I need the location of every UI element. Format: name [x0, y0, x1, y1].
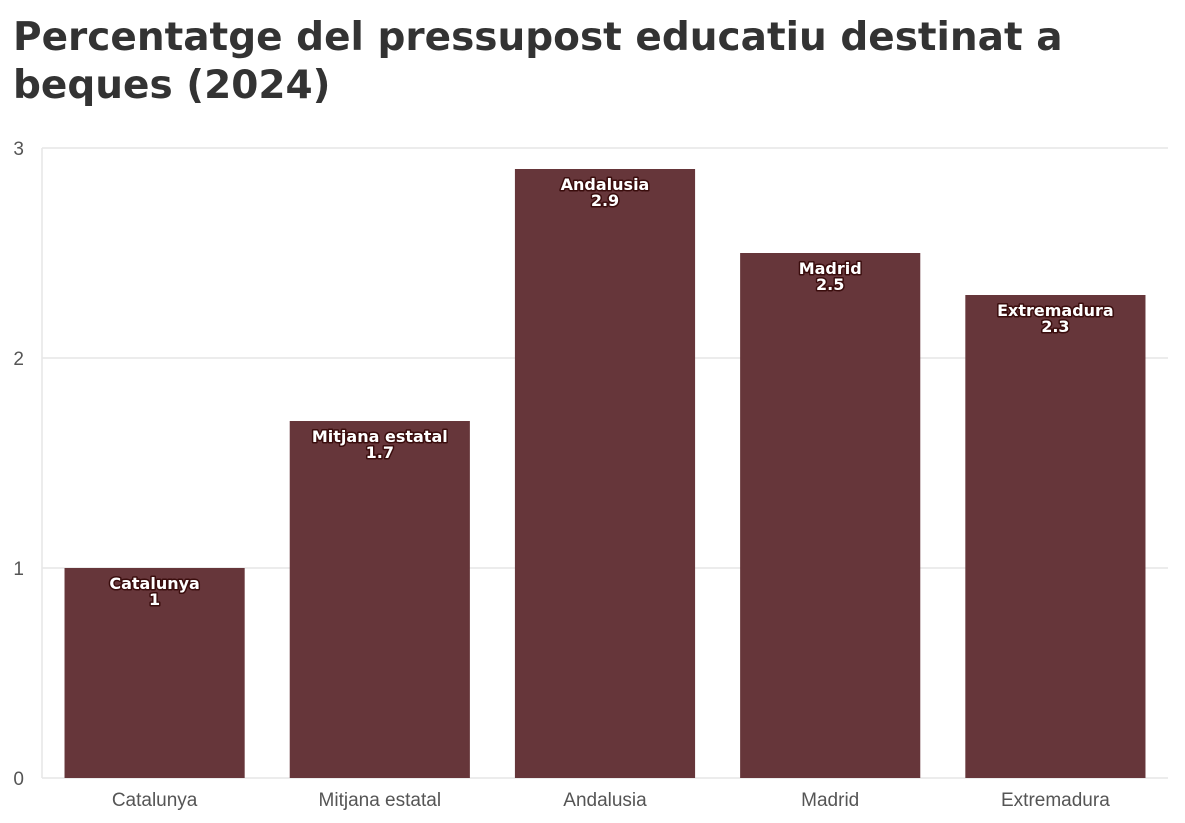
- bar-value-label: 2.5: [816, 275, 844, 294]
- bar-category-label: Extremadura: [997, 301, 1114, 320]
- axes: 0 1 2 3 Catalunya Mitjana estatal Andalusia Mad…: [13, 139, 1110, 811]
- bar-value-label: 1.7: [366, 443, 394, 462]
- bar-value-label: 2.9: [591, 191, 619, 210]
- y-tick-label: 1: [13, 559, 24, 580]
- bar-category-label: Mitjana estatal: [312, 427, 448, 446]
- x-tick-label: Madrid: [801, 790, 859, 811]
- y-tick-label: 2: [13, 349, 24, 370]
- bar-category-label: Catalunya: [109, 574, 199, 593]
- bar-category-label: Andalusia: [561, 175, 650, 194]
- x-tick-label: Andalusia: [563, 790, 647, 811]
- bar-andalusia[interactable]: [514, 169, 696, 778]
- bars: [64, 169, 1146, 778]
- bar-madrid[interactable]: [740, 253, 921, 778]
- bar-value-label: 1: [149, 590, 160, 609]
- chart-title: Percentatge del pressupost educatiu dest…: [13, 15, 1063, 108]
- bar-extremadura[interactable]: [965, 295, 1146, 778]
- x-tick-label: Mitjana estatal: [319, 790, 442, 811]
- y-tick-label: 3: [13, 139, 24, 160]
- bar-catalunya[interactable]: [64, 568, 245, 778]
- bar-category-label: Madrid: [799, 259, 862, 278]
- bar-mitjana-estatal[interactable]: [289, 421, 470, 778]
- y-tick-label: 0: [13, 769, 24, 790]
- x-tick-label: Catalunya: [112, 790, 198, 811]
- x-tick-label: Extremadura: [1001, 790, 1110, 811]
- bar-value-label: 2.3: [1041, 317, 1069, 336]
